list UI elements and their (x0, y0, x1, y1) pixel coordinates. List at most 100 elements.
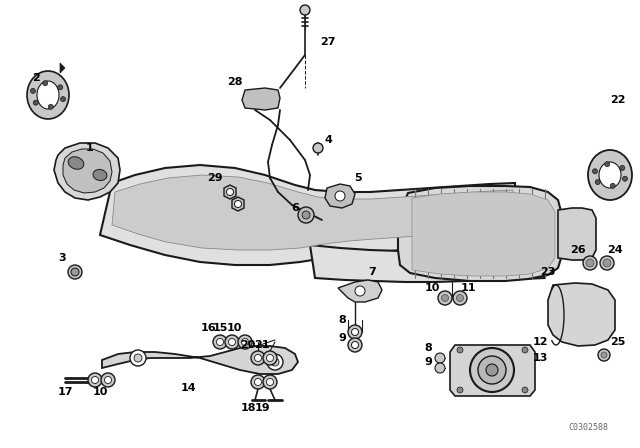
Circle shape (470, 348, 514, 392)
Text: 14: 14 (180, 383, 196, 393)
Polygon shape (310, 245, 545, 282)
Text: 7: 7 (368, 267, 376, 277)
Circle shape (583, 256, 597, 270)
Polygon shape (112, 175, 513, 250)
Text: 11: 11 (460, 283, 476, 293)
Polygon shape (325, 184, 355, 208)
Circle shape (457, 387, 463, 393)
Circle shape (255, 354, 262, 362)
Ellipse shape (588, 150, 632, 200)
Circle shape (601, 352, 607, 358)
Text: 16: 16 (200, 323, 216, 333)
Circle shape (266, 354, 273, 362)
Circle shape (266, 379, 273, 385)
Circle shape (251, 351, 265, 365)
Text: 17: 17 (57, 387, 73, 397)
Circle shape (302, 211, 310, 219)
Circle shape (255, 379, 262, 385)
Circle shape (605, 162, 610, 167)
Text: C0302588: C0302588 (568, 422, 608, 431)
Text: 8: 8 (338, 315, 346, 325)
Circle shape (586, 259, 594, 267)
Text: 22: 22 (611, 95, 626, 105)
Text: 18: 18 (240, 403, 256, 413)
Circle shape (442, 294, 449, 302)
Text: 2: 2 (32, 73, 40, 83)
Circle shape (453, 291, 467, 305)
Text: 13: 13 (532, 353, 548, 363)
Text: 24: 24 (607, 245, 623, 255)
Circle shape (355, 286, 365, 296)
Circle shape (271, 358, 279, 366)
Circle shape (33, 100, 38, 105)
Text: 5: 5 (354, 173, 362, 183)
Circle shape (522, 347, 528, 353)
Text: 15: 15 (212, 323, 228, 333)
Text: 28: 28 (227, 77, 243, 87)
Circle shape (228, 339, 236, 345)
Circle shape (351, 341, 358, 349)
Text: 10: 10 (424, 283, 440, 293)
Polygon shape (548, 283, 615, 346)
Circle shape (61, 97, 65, 102)
Ellipse shape (68, 157, 84, 169)
Circle shape (603, 259, 611, 267)
Polygon shape (338, 280, 382, 302)
Text: 9: 9 (424, 357, 432, 367)
Circle shape (104, 376, 111, 383)
Circle shape (238, 335, 252, 349)
Circle shape (43, 81, 48, 86)
Text: 20: 20 (240, 340, 256, 350)
Circle shape (435, 363, 445, 373)
Circle shape (348, 338, 362, 352)
Circle shape (522, 387, 528, 393)
Text: 27: 27 (320, 37, 336, 47)
Text: 10: 10 (227, 323, 242, 333)
Circle shape (31, 88, 35, 93)
Polygon shape (558, 208, 596, 260)
Circle shape (130, 350, 146, 366)
Circle shape (213, 335, 227, 349)
Circle shape (263, 375, 277, 389)
Circle shape (351, 328, 358, 336)
Polygon shape (242, 88, 280, 110)
Ellipse shape (27, 71, 69, 119)
Circle shape (611, 183, 615, 188)
Ellipse shape (93, 169, 107, 181)
Text: 6: 6 (291, 203, 299, 213)
Polygon shape (398, 186, 562, 281)
Circle shape (88, 373, 102, 387)
Circle shape (435, 353, 445, 363)
Circle shape (241, 339, 248, 345)
Circle shape (595, 180, 600, 185)
Circle shape (456, 294, 463, 302)
Circle shape (134, 354, 142, 362)
Circle shape (298, 207, 314, 223)
Text: 25: 25 (611, 337, 626, 347)
Polygon shape (100, 165, 515, 265)
Text: 3: 3 (58, 253, 66, 263)
Circle shape (600, 256, 614, 270)
Circle shape (300, 5, 310, 15)
Polygon shape (54, 143, 120, 200)
Text: 8: 8 (424, 343, 432, 353)
Circle shape (216, 339, 223, 345)
Text: 1: 1 (86, 143, 94, 153)
Circle shape (234, 201, 241, 207)
Circle shape (251, 375, 265, 389)
Text: 9: 9 (338, 333, 346, 343)
Circle shape (92, 376, 99, 383)
Circle shape (335, 191, 345, 201)
Circle shape (71, 268, 79, 276)
Circle shape (457, 347, 463, 353)
Circle shape (348, 325, 362, 339)
Text: 23: 23 (540, 267, 556, 277)
Circle shape (593, 169, 598, 174)
Circle shape (598, 349, 610, 361)
Circle shape (48, 104, 53, 109)
Text: 4: 4 (324, 135, 332, 145)
Text: 10: 10 (92, 387, 108, 397)
Circle shape (225, 335, 239, 349)
Circle shape (263, 351, 277, 365)
Polygon shape (450, 345, 535, 396)
